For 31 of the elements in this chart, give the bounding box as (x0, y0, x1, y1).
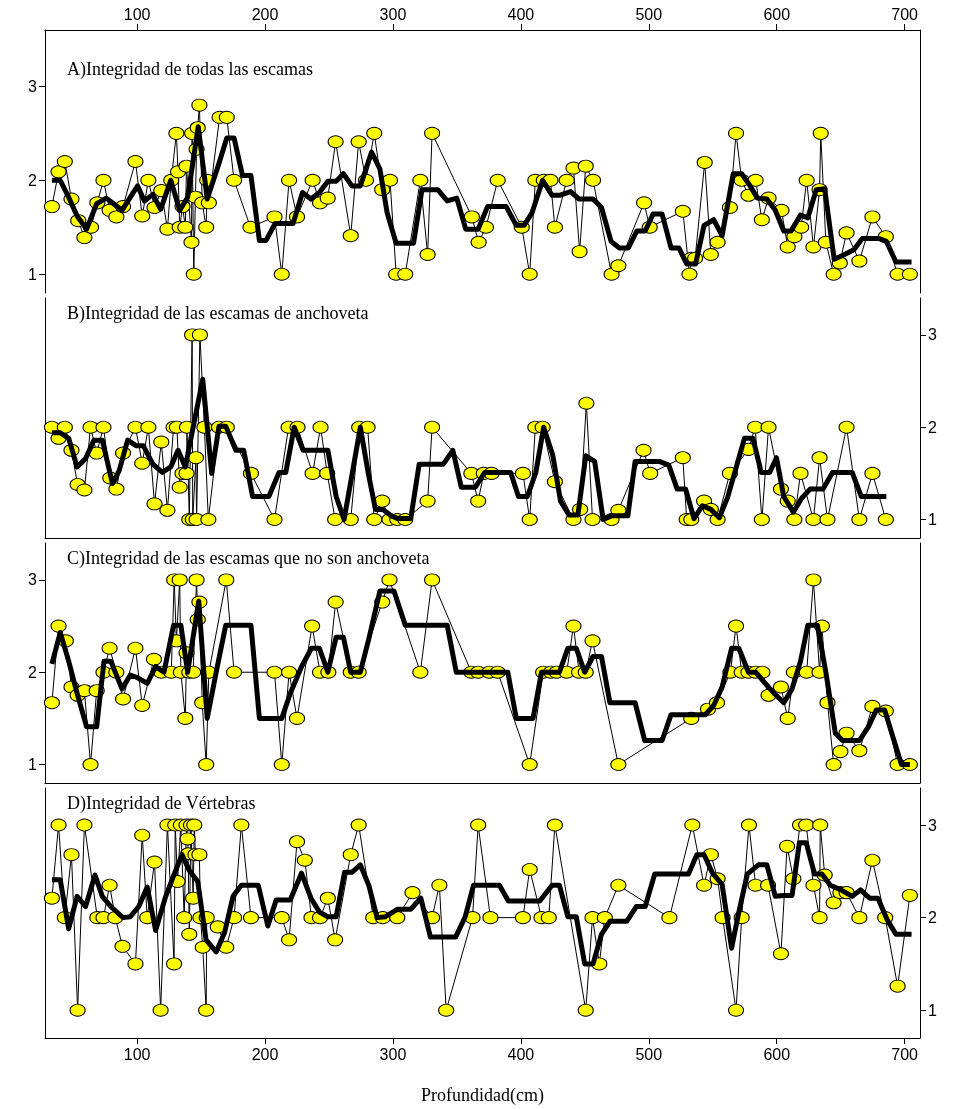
y2-tick-label: 3 (928, 816, 937, 834)
chart-title: B)Integridad de las escamas de anchoveta (67, 303, 369, 324)
y-tick-label: 1 (28, 756, 38, 774)
y2-tick-label: 2 (928, 909, 937, 927)
x-tick-label: 600 (763, 5, 791, 23)
x-tick-label: 400 (507, 5, 535, 23)
x-tick-label: 500 (635, 1045, 663, 1063)
x-tick-label: 300 (379, 5, 407, 23)
y-tick-label: 3 (28, 571, 38, 589)
x-tick-label: 400 (507, 1045, 535, 1063)
chart-title: C)Integridad de las escamas que no son anchoveta (67, 548, 430, 569)
y2-tick-label: 2 (928, 418, 937, 436)
x-tick-label: 600 (763, 1045, 791, 1063)
y2-tick-label: 3 (928, 326, 937, 344)
x-tick-label: 500 (635, 5, 663, 23)
y-tick-label: 2 (28, 663, 38, 681)
y-tick-label: 3 (28, 77, 38, 95)
y-tick-label: 2 (28, 171, 38, 189)
x-axis-title: Profundidad(cm) (421, 1085, 544, 1106)
y2-tick-label: 1 (928, 1001, 937, 1019)
y2-tick-label: 1 (928, 511, 937, 529)
text: A)Integridad de todas las escamas (67, 59, 313, 80)
x-tick-label: 200 (251, 1045, 279, 1063)
x-tick-label: 700 (891, 1045, 919, 1063)
x-tick-label: 100 (123, 1045, 151, 1063)
x-tick-label: 700 (891, 5, 919, 23)
x-tick-label: 300 (379, 1045, 407, 1063)
y-tick-label: 1 (28, 265, 38, 283)
chart-title: D)Integridad de Vértebras (67, 793, 256, 814)
x-tick-label: 200 (251, 5, 279, 23)
x-tick-label: 100 (123, 5, 151, 23)
